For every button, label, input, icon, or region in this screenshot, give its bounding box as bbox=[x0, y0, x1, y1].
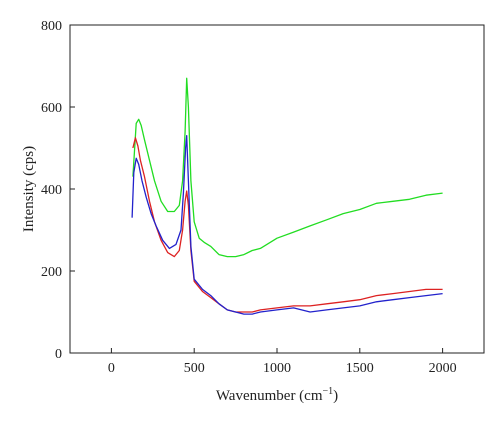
y-tick-label: 0 bbox=[55, 347, 62, 362]
y-tick-label: 800 bbox=[41, 19, 62, 34]
x-axis-title: Wavenumber (cm−1) bbox=[216, 386, 338, 404]
x-axis-title-main: Wavenumber (cm bbox=[216, 388, 323, 404]
x-ticks: 0 500 1000 1500 2000 bbox=[108, 348, 457, 376]
x-tick-label: 1000 bbox=[263, 361, 291, 376]
x-axis-title-suffix: ) bbox=[333, 388, 338, 404]
x-tick-label: 500 bbox=[184, 361, 205, 376]
series-line-2 bbox=[132, 137, 443, 313]
series-layer bbox=[131, 77, 443, 315]
x-tick-label: 1500 bbox=[346, 361, 374, 376]
y-tick-label: 200 bbox=[41, 265, 62, 280]
series-line-3 bbox=[131, 135, 443, 315]
series-line-1 bbox=[132, 77, 443, 258]
x-tick-label: 0 bbox=[108, 361, 115, 376]
x-tick-label: 2000 bbox=[429, 361, 457, 376]
y-ticks: 0 200 400 600 800 bbox=[41, 19, 75, 362]
y-tick-label: 600 bbox=[41, 101, 62, 116]
y-axis-title: Intensity (cps) bbox=[21, 146, 37, 232]
y-tick-label: 400 bbox=[41, 183, 62, 198]
x-axis-title-superscript: −1 bbox=[323, 386, 334, 397]
plot-frame bbox=[69, 24, 485, 354]
